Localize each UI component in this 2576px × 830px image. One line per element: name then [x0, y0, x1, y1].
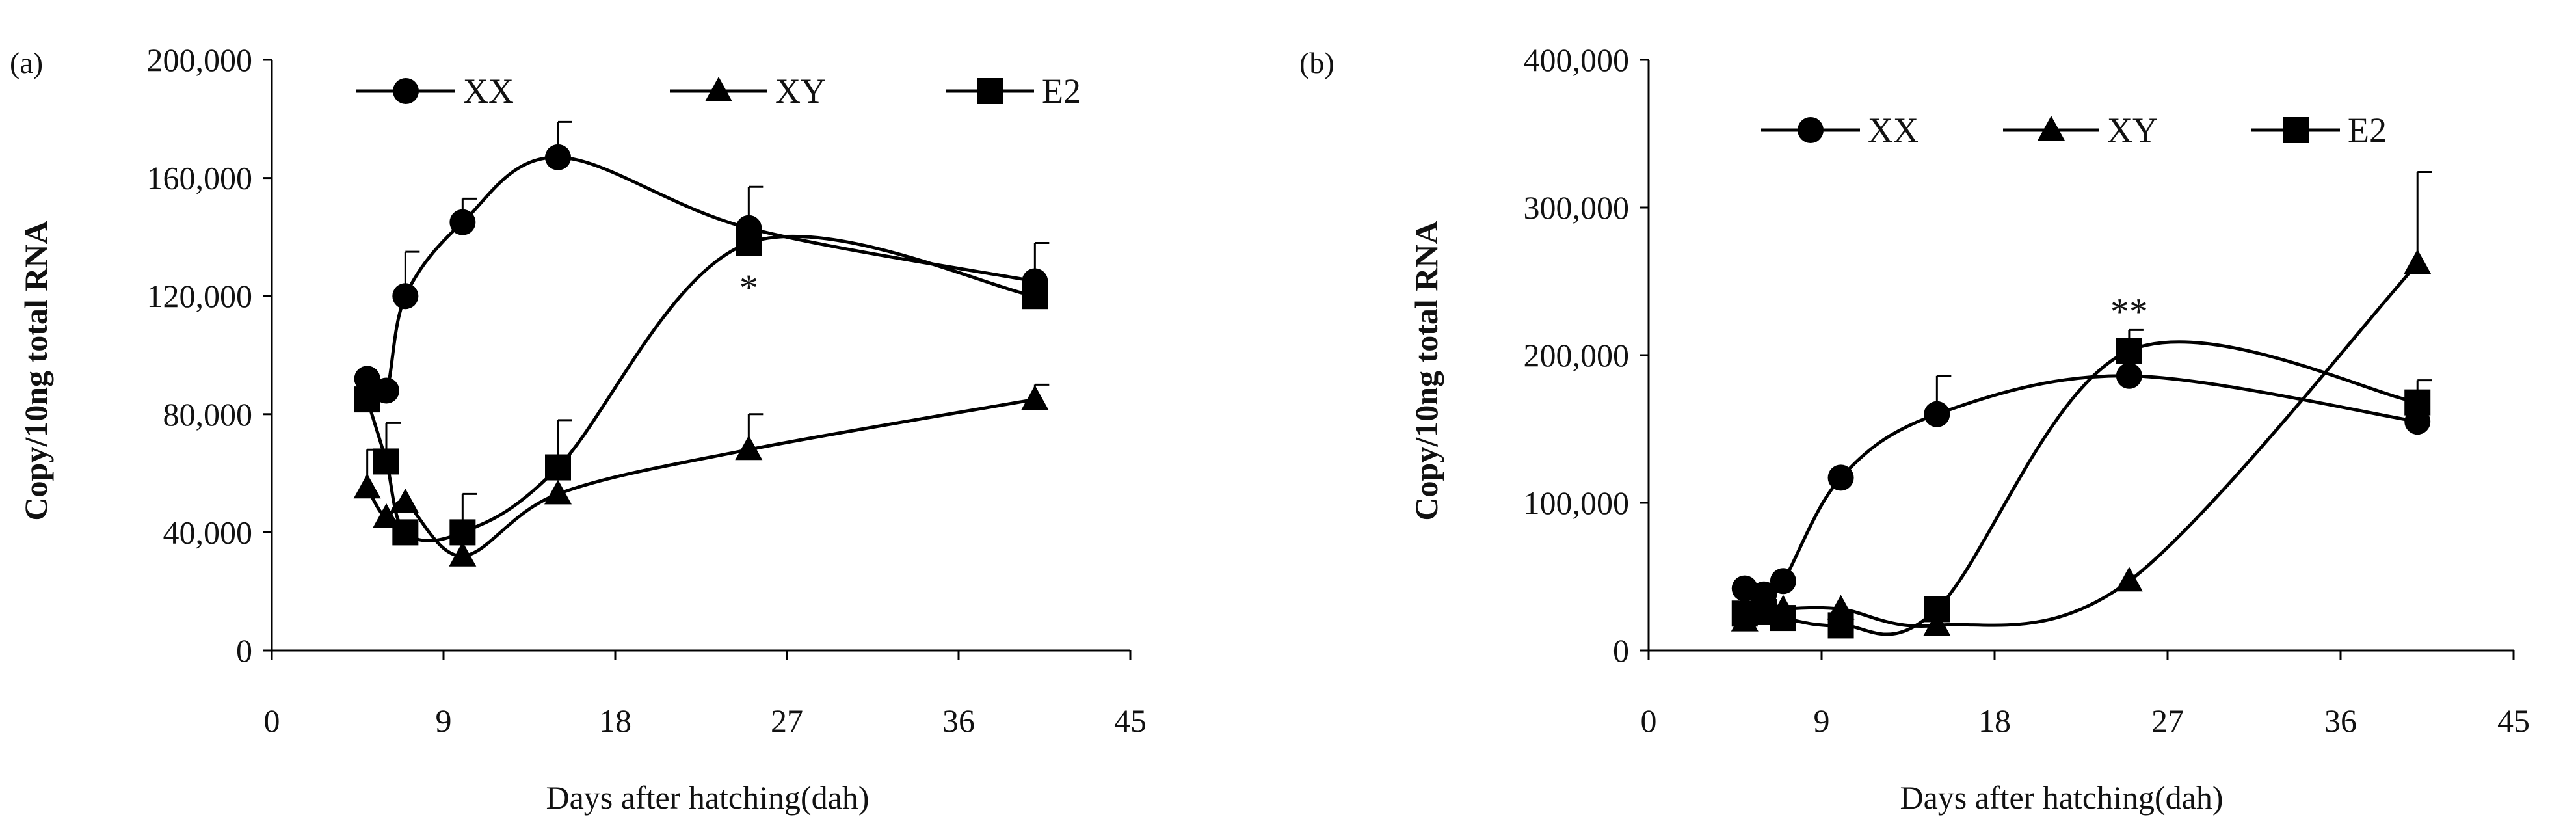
- x-tick-label: 0: [1641, 703, 1657, 739]
- legend-item-xy-b: XY: [2003, 111, 2158, 150]
- legend-item-xx-a: XX: [356, 72, 514, 111]
- significance-marker: **: [2110, 290, 2148, 332]
- data-point-xy: [353, 474, 381, 499]
- y-tick-label: 200,000: [147, 42, 253, 78]
- y-tick-label: 400,000: [1524, 42, 1630, 78]
- y-tick-label: 40,000: [163, 514, 253, 550]
- legend-marker-xy: [705, 77, 732, 101]
- legend-marker-xx: [1798, 117, 1824, 143]
- x-tick-label: 36: [2324, 703, 2357, 739]
- data-point-xy: [2115, 567, 2143, 592]
- series-line-e2: [365, 234, 1035, 542]
- series-xx-a: [354, 120, 1050, 404]
- legend-label: XX: [1868, 111, 1919, 150]
- y-tick-label: 160,000: [147, 160, 253, 196]
- panel-label-b: (b): [1299, 46, 1334, 79]
- data-point-e2: [2404, 389, 2431, 416]
- x-tick-label: 9: [1814, 703, 1830, 739]
- data-point-xx: [1924, 401, 1950, 427]
- y-tick-label: 80,000: [163, 396, 253, 433]
- x-tick-label: 27: [2151, 703, 2184, 739]
- legend-marker-e2: [2283, 117, 2309, 143]
- plot-area-b: 0 100,000 200,000 300,000 400,000 0 9 18 27 36 45 X…: [1524, 42, 2530, 739]
- data-point-xx: [392, 283, 419, 310]
- x-tick-label: 45: [2497, 703, 2530, 739]
- legend-marker-e2: [977, 78, 1003, 104]
- data-point-xy: [2404, 249, 2432, 274]
- series-line-xx: [365, 155, 1035, 397]
- panel-a: (a) Copy/10ng total RNA Days after hatch…: [10, 42, 1147, 816]
- data-point-e2: [545, 454, 571, 481]
- significance-marker: *: [739, 267, 758, 309]
- data-point-xy: [544, 479, 572, 505]
- y-tick-label: 0: [236, 632, 252, 669]
- data-point-e2: [2116, 338, 2142, 364]
- legend-label: XY: [2107, 111, 2158, 150]
- data-point-xx: [1770, 568, 1796, 595]
- y-tick-label: 0: [1613, 632, 1629, 669]
- data-point-e2: [373, 448, 399, 475]
- data-point-xy: [392, 489, 419, 513]
- y-tick-label: 120,000: [147, 278, 253, 314]
- y-tick-label: 300,000: [1524, 189, 1630, 226]
- data-point-e2: [1924, 596, 1950, 622]
- legend-marker-xx: [393, 78, 419, 104]
- data-point-e2: [354, 386, 380, 413]
- data-point-xy: [1021, 385, 1049, 410]
- series-xx-b: [1731, 362, 2431, 608]
- legend-item-xx-b: XX: [1761, 111, 1919, 150]
- legend-marker-xy: [2038, 116, 2065, 141]
- x-axis-title-a: Days after hatching(dah): [546, 779, 870, 816]
- data-point-xy: [735, 435, 763, 461]
- x-tick-label: 18: [1978, 703, 2011, 739]
- x-tick-label: 9: [436, 703, 452, 739]
- data-point-xx: [1827, 464, 1854, 491]
- data-point-xx: [2116, 362, 2142, 389]
- data-point-xx: [449, 209, 476, 235]
- data-point-e2: [392, 519, 419, 546]
- data-point-xy: [1923, 611, 1951, 636]
- legend-label: E2: [2348, 111, 2387, 150]
- series-line-xy: [1744, 262, 2419, 628]
- x-tick-label: 45: [1114, 703, 1147, 739]
- x-axis-title-b: Days after hatching(dah): [1900, 779, 2224, 816]
- plot-area-a: 0 40,000 80,000 120,000 160,000 200,000 0 9 18 27…: [147, 42, 1147, 739]
- x-tick-label: 27: [771, 703, 803, 739]
- legend-item-e2-a: E2: [946, 72, 1081, 111]
- panel-label-a: (a): [10, 46, 43, 79]
- x-tick-label: 0: [264, 703, 280, 739]
- y-axis-title-b: Copy/10ng total RNA: [1408, 221, 1444, 520]
- x-tick-label: 18: [599, 703, 631, 739]
- legend-item-e2-b: E2: [2251, 111, 2387, 150]
- data-point-xx: [354, 366, 380, 392]
- data-point-e2: [1827, 612, 1854, 639]
- panel-b: (b) Copy/10ng total RNA Days after hatch…: [1299, 42, 2530, 816]
- data-point-xx: [545, 144, 571, 170]
- data-point-e2: [736, 230, 762, 256]
- data-point-e2: [1022, 283, 1048, 310]
- data-point-e2: [449, 519, 476, 546]
- data-point-xy: [449, 541, 477, 567]
- y-axis-title-a: Copy/10ng total RNA: [18, 221, 54, 520]
- legend-label: XY: [775, 72, 826, 111]
- data-point-e2: [1770, 605, 1796, 632]
- x-tick-label: 36: [942, 703, 975, 739]
- series-e2-a: [354, 230, 1048, 546]
- legend-label: XX: [463, 72, 514, 111]
- legend-label: E2: [1042, 72, 1081, 111]
- series-e2-b: [1731, 328, 2432, 639]
- y-tick-label: 200,000: [1524, 337, 1630, 373]
- y-tick-label: 100,000: [1524, 485, 1630, 521]
- legend-item-xy-a: XY: [670, 72, 826, 111]
